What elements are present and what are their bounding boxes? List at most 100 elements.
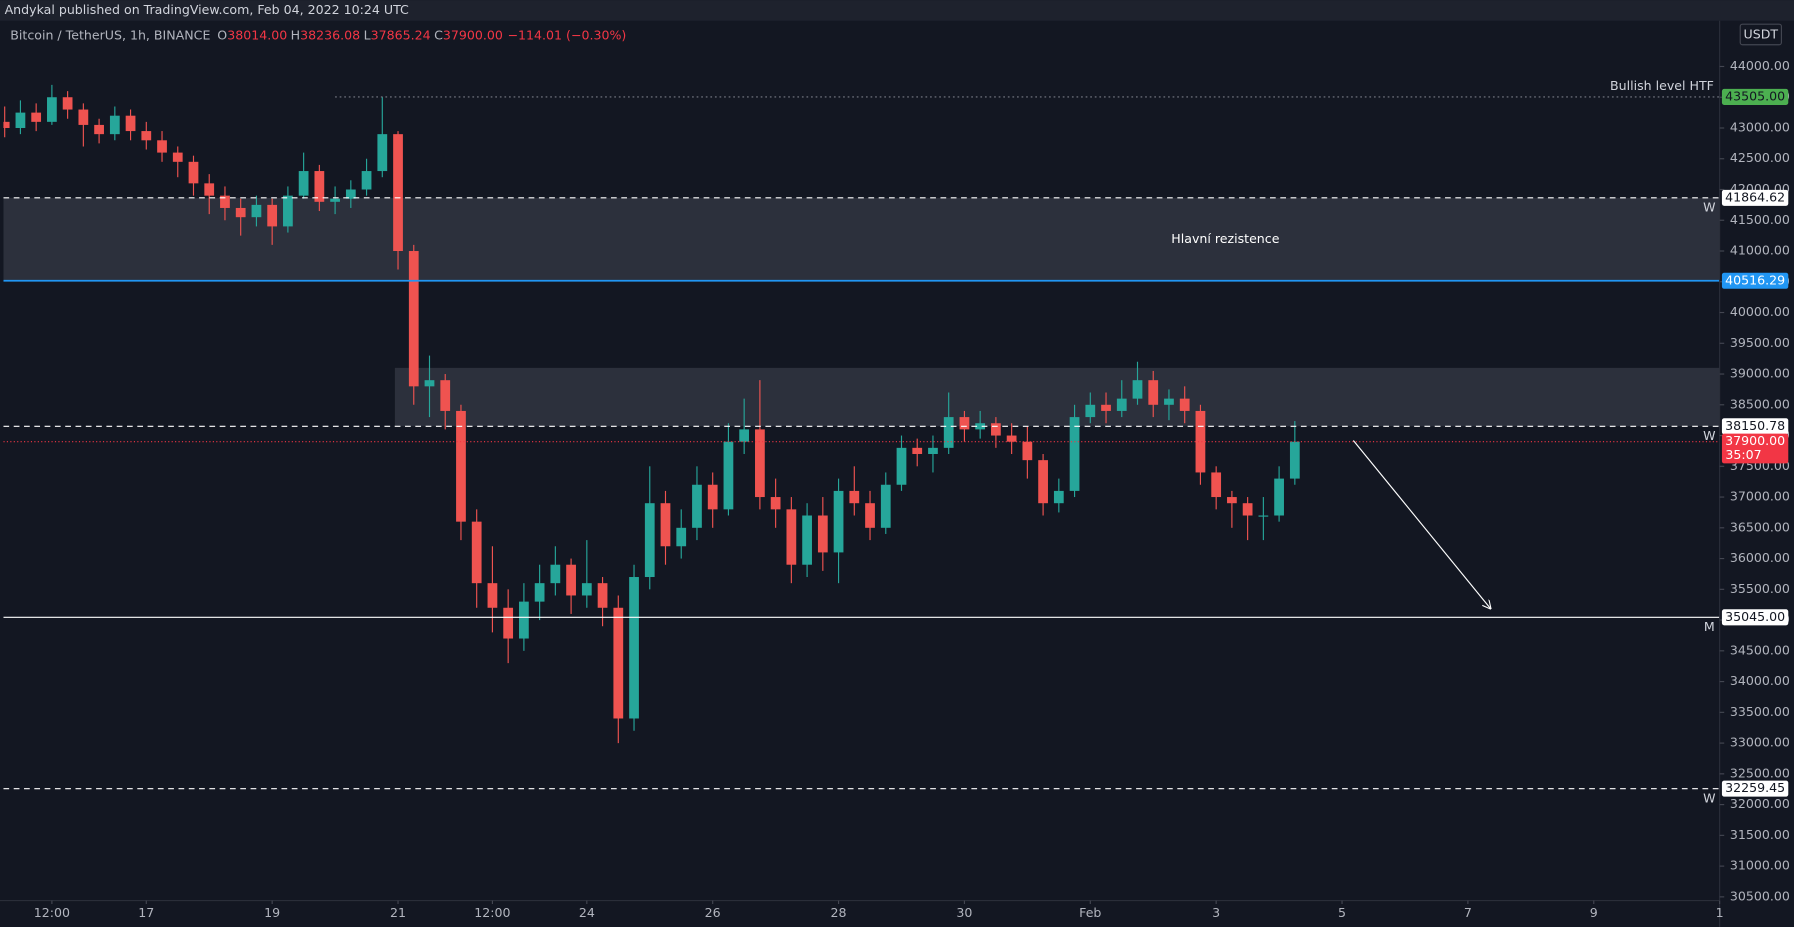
y-tick-label: 38500.00: [1730, 396, 1790, 411]
candle-body: [1258, 515, 1269, 517]
y-tick-label: 32000.00: [1730, 796, 1790, 811]
y-tick-label: 44000.00: [1730, 58, 1790, 73]
x-tick-label: 17: [138, 905, 154, 920]
candle-body: [440, 380, 451, 411]
candle-body: [1038, 460, 1048, 504]
candle-body: [31, 112, 42, 122]
y-tick-label: 33000.00: [1730, 735, 1790, 750]
candle-body: [629, 577, 639, 719]
level-label: 38150.78: [1725, 418, 1785, 433]
x-tick-label: 9: [1590, 905, 1598, 920]
candle-body: [912, 447, 923, 454]
candle-body: [550, 564, 561, 584]
top-bar: [0, 0, 1794, 21]
candle-body: [991, 423, 1001, 436]
y-tick-label: 32500.00: [1730, 765, 1790, 780]
y-tick-label: 33500.00: [1730, 704, 1790, 719]
candle-body: [896, 447, 907, 485]
level-label: 41864.62: [1725, 189, 1785, 204]
candle-body: [330, 198, 340, 202]
candle-body: [377, 134, 388, 172]
candle-body: [456, 410, 466, 522]
ohlc-key: L: [364, 27, 371, 42]
level-label: 35045.00: [1725, 609, 1785, 624]
y-tick-label: 30500.00: [1730, 888, 1790, 903]
candle-body: [487, 583, 498, 608]
candle-body: [739, 429, 750, 442]
x-tick-label: 1: [1716, 905, 1724, 920]
ohlc-value: 38236.08: [300, 27, 360, 42]
candle-body: [424, 380, 435, 387]
candle-body: [755, 429, 765, 498]
y-tick-label: 37000.00: [1730, 489, 1790, 504]
y-tick-label: 31500.00: [1730, 827, 1790, 842]
candle-body: [3, 121, 10, 128]
x-tick-label: 26: [705, 905, 721, 920]
candle-body: [78, 109, 89, 125]
zone-text: Hlavní rezistence: [1171, 231, 1279, 246]
candle-body: [975, 423, 986, 430]
level-tag: Bullish level HTF: [1610, 78, 1714, 93]
candle-body: [943, 417, 954, 448]
candle-body: [204, 183, 215, 196]
y-tick-label: 34500.00: [1730, 642, 1790, 657]
candle-body: [393, 134, 403, 252]
y-tick-label: 35500.00: [1730, 581, 1790, 596]
candle-body: [959, 417, 970, 430]
candle-body: [47, 97, 57, 122]
ohlc-value: 37865.24: [371, 27, 431, 42]
candle-body: [157, 140, 167, 153]
x-tick-label: 7: [1464, 905, 1472, 920]
candle-body: [707, 484, 718, 510]
candle-body: [471, 521, 482, 584]
candle-body: [1069, 417, 1080, 491]
x-tick-label: 30: [956, 905, 972, 920]
candle-body: [141, 131, 152, 141]
candle-body: [283, 195, 293, 227]
candle-body: [15, 112, 26, 128]
x-tick-label: 12:00: [34, 905, 70, 920]
last-price-bg: [1721, 433, 1789, 464]
candle-body: [660, 503, 671, 547]
candle-body: [849, 490, 860, 504]
y-tick-label: 36500.00: [1730, 519, 1790, 534]
level-label: 32259.45: [1725, 780, 1785, 795]
ohlc-key: H: [291, 27, 300, 42]
candle-body: [833, 490, 844, 553]
candle-body: [676, 527, 687, 547]
ohlc-key: O: [217, 27, 227, 42]
level-mark: W: [1703, 200, 1716, 215]
candle-body: [613, 607, 624, 719]
candle-body: [1116, 398, 1127, 411]
x-tick-label: Feb: [1079, 905, 1101, 920]
candle-body: [644, 503, 655, 578]
ohlc-value: 38014.00: [227, 27, 287, 42]
candle-body: [94, 124, 104, 135]
candle-body: [1179, 398, 1190, 411]
candle-body: [1085, 404, 1096, 418]
candle-body: [566, 564, 576, 596]
candle-body: [235, 207, 246, 218]
arrow: [1352, 440, 1490, 608]
candle-body: [298, 171, 309, 196]
candle-body: [1101, 404, 1111, 411]
candle-body: [786, 509, 797, 565]
candle-body: [817, 515, 828, 553]
candle-body: [220, 195, 230, 208]
y-tick-label: 36000.00: [1730, 550, 1790, 565]
candle-body: [1132, 380, 1143, 399]
y-tick-label: 39000.00: [1730, 366, 1790, 381]
candle-body: [865, 503, 875, 528]
currency: USDT: [1744, 27, 1779, 42]
candle-body: [581, 583, 592, 596]
candle-body: [1164, 398, 1174, 405]
candle-body: [723, 441, 734, 510]
publisher: Andykal published on TradingView.com, Fe…: [5, 2, 409, 17]
candle-body: [692, 484, 702, 528]
candle-body: [1227, 497, 1237, 504]
last-price-label: 37900.00: [1725, 433, 1785, 448]
candle-body: [125, 115, 136, 132]
candle-body: [928, 447, 938, 454]
x-tick-label: 28: [831, 905, 847, 920]
